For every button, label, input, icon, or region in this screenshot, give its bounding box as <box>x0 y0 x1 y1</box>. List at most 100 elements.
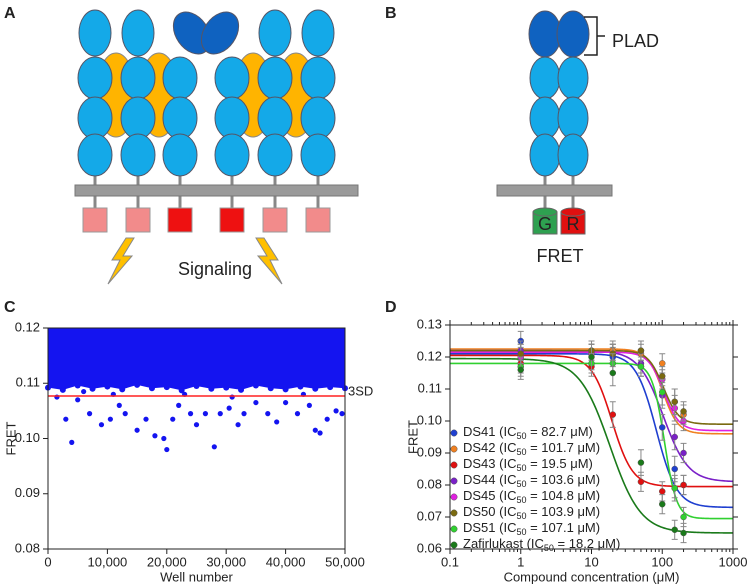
point <box>75 397 81 403</box>
point <box>211 444 217 450</box>
domain <box>258 9 292 57</box>
domain <box>214 133 250 177</box>
point <box>659 388 666 396</box>
panel-label: B <box>385 5 397 22</box>
point <box>143 416 149 422</box>
domain <box>77 96 113 140</box>
plad <box>200 11 240 55</box>
legend-subscript: 50 <box>516 479 526 489</box>
legend-marker <box>450 541 458 549</box>
y-tick-label: 0.11 <box>16 375 40 390</box>
fluorophore-top <box>560 207 586 217</box>
signal-box <box>167 207 193 233</box>
point <box>671 526 678 534</box>
domain <box>529 56 561 100</box>
point <box>637 363 645 370</box>
legend-marker <box>450 429 458 437</box>
point <box>637 459 645 466</box>
point <box>671 465 678 473</box>
domain <box>120 56 156 100</box>
point <box>339 411 345 417</box>
legend-subscript: 50 <box>516 447 526 457</box>
x-tick-label: 1000 <box>719 554 747 569</box>
panel-label: D <box>385 299 397 316</box>
x-tick-label: 0.1 <box>441 554 459 569</box>
point <box>86 411 93 417</box>
point <box>163 384 170 391</box>
y-axis-label: FRET <box>405 420 420 454</box>
domain-label: PLAD <box>612 31 659 51</box>
point <box>517 366 524 374</box>
point <box>659 500 666 508</box>
fluorophore-top <box>532 207 558 217</box>
legend-subscript: 50 <box>516 463 526 473</box>
x-tick-label: 100 <box>651 554 673 569</box>
x-tick-label: 0 <box>44 554 51 569</box>
y-tick-label: 0.07 <box>417 508 442 523</box>
point <box>680 481 687 489</box>
x-tick-label: 30,000 <box>206 554 246 569</box>
y-tick-label: 0.13 <box>417 316 442 331</box>
domain <box>214 56 250 100</box>
signal-box <box>219 207 245 233</box>
fluorophore-label: G <box>538 214 552 234</box>
point <box>252 382 259 389</box>
domain <box>162 96 198 140</box>
point <box>333 408 339 414</box>
point <box>253 399 259 406</box>
y-tick-label: 0.06 <box>417 540 442 555</box>
point <box>609 411 617 418</box>
legend-entry: DS42 (IC50 = 101.7 μM) <box>463 440 600 457</box>
domain <box>257 133 293 177</box>
point <box>637 347 645 354</box>
fret-label: FRET <box>537 246 584 266</box>
domain <box>214 96 250 140</box>
legend-marker <box>450 525 458 533</box>
panel-label: A <box>4 5 16 22</box>
legend-entry: DS45 (IC50 = 104.8 μM) <box>463 488 600 505</box>
domain <box>301 9 335 57</box>
point <box>187 411 194 417</box>
domain <box>162 56 198 100</box>
point <box>164 446 170 453</box>
x-tick-label: 50,000 <box>325 554 365 569</box>
legend-text: = 104.8 μM) <box>526 488 600 503</box>
point <box>122 411 128 417</box>
y-tick-label: 0.09 <box>417 444 442 459</box>
legend-text: = 19.5 μM) <box>526 456 592 471</box>
x-axis-label: Compound concentration (μM) <box>504 569 680 584</box>
point <box>241 411 247 417</box>
signal-box <box>82 207 108 233</box>
legend-entry: DS44 (IC50 = 103.6 μM) <box>463 472 600 489</box>
x-tick-label: 40,000 <box>266 554 306 569</box>
signal-box <box>305 207 331 233</box>
point <box>81 388 87 395</box>
point <box>238 386 245 393</box>
point <box>327 384 334 391</box>
threshold-label: 3SD <box>348 383 373 398</box>
point <box>208 385 215 392</box>
point <box>98 422 105 428</box>
legend-marker <box>450 493 458 501</box>
x-tick-label: 20,000 <box>147 554 187 569</box>
legend-marker <box>450 461 458 469</box>
point <box>193 422 200 428</box>
point <box>282 386 289 393</box>
legend-entry: DS43 (IC50 = 19.5 μM) <box>463 456 593 473</box>
lightning <box>255 237 283 285</box>
point <box>306 402 312 408</box>
y-tick-label: 0.10 <box>417 412 442 427</box>
point <box>193 383 200 390</box>
lightning <box>107 237 135 285</box>
point <box>217 411 223 417</box>
point <box>588 353 595 361</box>
point <box>148 385 155 392</box>
legend-text: Zafirlukast (IC <box>463 536 544 551</box>
point <box>283 399 289 406</box>
domain <box>557 133 589 177</box>
point <box>517 350 524 358</box>
legend-text: = 101.7 μM) <box>526 440 600 455</box>
point <box>637 478 645 486</box>
domain <box>121 9 155 57</box>
point <box>324 416 330 422</box>
